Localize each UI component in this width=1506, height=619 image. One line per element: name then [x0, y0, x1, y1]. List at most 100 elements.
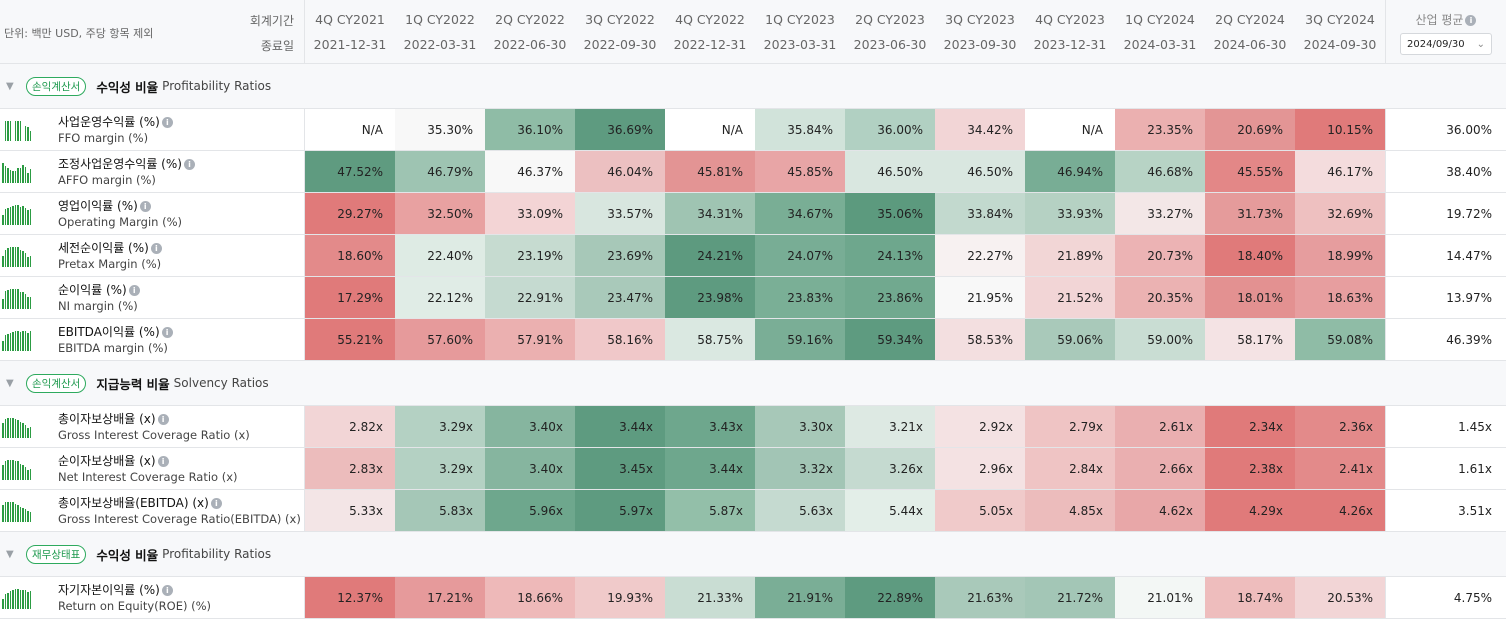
table-row[interactable]: EBITDA이익률 (%) i EBITDA margin (%) 55.21% 57.… — [0, 319, 1506, 361]
period-header: 2Q CY2022 2022-06-30 — [485, 0, 575, 63]
value-cell: 34.67% — [755, 193, 845, 234]
section-header[interactable]: ▼ 손익계산서 수익성 비율 Profitability Ratios — [0, 64, 1506, 109]
value-cell: 46.37% — [485, 151, 575, 192]
section-header[interactable]: ▼ 손익계산서 지급능력 비율 Solvency Ratios — [0, 361, 1506, 406]
value-cell: 3.29x — [395, 448, 485, 489]
info-icon[interactable]: i — [157, 413, 169, 425]
info-icon[interactable]: i — [139, 200, 151, 212]
sparkline-chart-icon[interactable] — [2, 458, 35, 480]
table-row[interactable]: 자기자본이익률 (%) i Return on Equity(ROE) (%) 12.… — [0, 577, 1506, 619]
metric-label-cell: 조정사업운영수익률 (%) i AFFO margin (%) — [0, 151, 305, 192]
section-header[interactable]: ▼ 재무상태표 수익성 비율 Profitability Ratios — [0, 532, 1506, 577]
collapse-toggle-icon[interactable]: ▼ — [6, 377, 14, 389]
metric-label-cell: 총이자보상배율 (x) i Gross Interest Coverage Rati… — [0, 406, 305, 447]
table-row[interactable]: 순이익률 (%) i NI margin (%) 17.29% 22.12% 22.91%… — [0, 277, 1506, 319]
metric-label-cell: 사업운영수익률 (%) i FFO margin (%) — [0, 109, 305, 150]
value-cell: 34.42% — [935, 109, 1025, 150]
table-row[interactable]: 조정사업운영수익률 (%) i AFFO margin (%) 47.52% 46.79… — [0, 151, 1506, 193]
value-cell: 21.01% — [1115, 577, 1205, 618]
metric-label-cell: 총이자보상배율(EBITDA) (x) i Gross Interest Cover… — [0, 490, 305, 531]
info-icon[interactable]: i — [150, 242, 162, 254]
value-cell: 3.29x — [395, 406, 485, 447]
period-quarter: 3Q CY2023 — [945, 12, 1015, 27]
value-cell: 36.69% — [575, 109, 665, 150]
sparkline-chart-icon[interactable] — [2, 329, 35, 351]
value-cell: 23.47% — [575, 277, 665, 318]
sparkline-chart-icon[interactable] — [2, 203, 35, 225]
value-cell: 2.61x — [1115, 406, 1205, 447]
industry-date-select[interactable]: 2024/09/30 ⌄ — [1400, 33, 1492, 55]
statement-badge: 손익계산서 — [26, 76, 87, 96]
metric-name-en: AFFO margin (%) — [58, 172, 156, 187]
table-row[interactable]: 총이자보상배율(EBITDA) (x) i Gross Interest Cover… — [0, 490, 1506, 532]
info-icon[interactable]: i — [161, 116, 173, 128]
value-cell: 2.83x — [305, 448, 395, 489]
info-icon[interactable]: i — [161, 584, 173, 596]
value-cell: 2.41x — [1295, 448, 1385, 489]
value-cell: 33.84% — [935, 193, 1025, 234]
value-cell: 20.69% — [1205, 109, 1295, 150]
info-icon[interactable]: i — [210, 497, 222, 509]
sparkline-chart-icon[interactable] — [2, 416, 35, 438]
sparkline-chart-icon[interactable] — [2, 119, 35, 141]
table-row[interactable]: 세전순이익률 (%) i Pretax Margin (%) 18.60% 22.40%… — [0, 235, 1506, 277]
value-cell: 58.17% — [1205, 319, 1295, 360]
value-cell: 59.34% — [845, 319, 935, 360]
value-cell: 18.74% — [1205, 577, 1295, 618]
value-cell: 12.37% — [305, 577, 395, 618]
collapse-toggle-icon[interactable]: ▼ — [6, 80, 14, 92]
period-header: 4Q CY2021 2021-12-31 — [305, 0, 395, 63]
value-cell: 18.01% — [1205, 277, 1295, 318]
value-cell: 2.36x — [1295, 406, 1385, 447]
metric-name-en: NI margin (%) — [58, 298, 138, 313]
info-icon[interactable]: i — [157, 455, 169, 467]
value-cell: 21.89% — [1025, 235, 1115, 276]
sparkline-chart-icon[interactable] — [2, 245, 35, 267]
industry-average-cell: 1.61x — [1385, 448, 1506, 489]
value-cell: 22.91% — [485, 277, 575, 318]
date-label: 종료일 — [260, 39, 294, 53]
value-cell: 2.82x — [305, 406, 395, 447]
sparkline-chart-icon[interactable] — [2, 287, 35, 309]
info-icon[interactable]: i — [1465, 15, 1477, 26]
sparkline-chart-icon[interactable] — [2, 500, 35, 522]
table-row[interactable]: 영업이익률 (%) i Operating Margin (%) 29.27% 32.5… — [0, 193, 1506, 235]
metric-name-ko: 총이자보상배율(EBITDA) (x) — [58, 495, 209, 510]
chevron-down-icon: ⌄ — [1476, 38, 1485, 50]
table-row[interactable]: 총이자보상배율 (x) i Gross Interest Coverage Rati… — [0, 406, 1506, 448]
table-row[interactable]: 순이자보상배율 (x) i Net Interest Coverage Ratio … — [0, 448, 1506, 490]
info-icon[interactable]: i — [183, 158, 195, 170]
metric-name-ko: 총이자보상배율 (x) — [58, 411, 156, 426]
value-cell: 32.69% — [1295, 193, 1385, 234]
value-cell: 33.09% — [485, 193, 575, 234]
collapse-toggle-icon[interactable]: ▼ — [6, 548, 14, 560]
value-cell: 3.26x — [845, 448, 935, 489]
metric-name-en: Return on Equity(ROE) (%) — [58, 598, 211, 613]
period-quarter: 2Q CY2023 — [855, 12, 925, 27]
value-cell: 46.04% — [575, 151, 665, 192]
value-cell: 4.62x — [1115, 490, 1205, 531]
sparkline-chart-icon[interactable] — [2, 161, 35, 183]
period-quarter: 1Q CY2022 — [405, 12, 475, 27]
sparkline-chart-icon[interactable] — [2, 587, 35, 609]
table-body: ▼ 손익계산서 수익성 비율 Profitability Ratios 사업운영수익률 … — [0, 64, 1506, 619]
period-quarter: 3Q CY2022 — [585, 12, 655, 27]
value-cell: 18.60% — [305, 235, 395, 276]
value-cell: 35.84% — [755, 109, 845, 150]
table-row[interactable]: 사업운영수익률 (%) i FFO margin (%) N/A 35.30% 36.10… — [0, 109, 1506, 151]
table-header: 단위: 백만 USD, 주당 항목 제외 회계기간 종료일 4Q CY2021 2… — [0, 0, 1506, 64]
industry-average-cell: 3.51x — [1385, 490, 1506, 531]
value-cell: 46.79% — [395, 151, 485, 192]
value-cell: 45.55% — [1205, 151, 1295, 192]
value-cell: 22.12% — [395, 277, 485, 318]
info-icon[interactable]: i — [128, 284, 140, 296]
metric-label-cell: EBITDA이익률 (%) i EBITDA margin (%) — [0, 319, 305, 360]
industry-average-cell: 4.75% — [1385, 577, 1506, 618]
value-cell: 55.21% — [305, 319, 395, 360]
value-cell: N/A — [305, 109, 395, 150]
info-icon[interactable]: i — [161, 326, 173, 338]
industry-average-cell: 14.47% — [1385, 235, 1506, 276]
value-cell: 34.31% — [665, 193, 755, 234]
value-cell: 3.44x — [665, 448, 755, 489]
value-cell: 21.72% — [1025, 577, 1115, 618]
